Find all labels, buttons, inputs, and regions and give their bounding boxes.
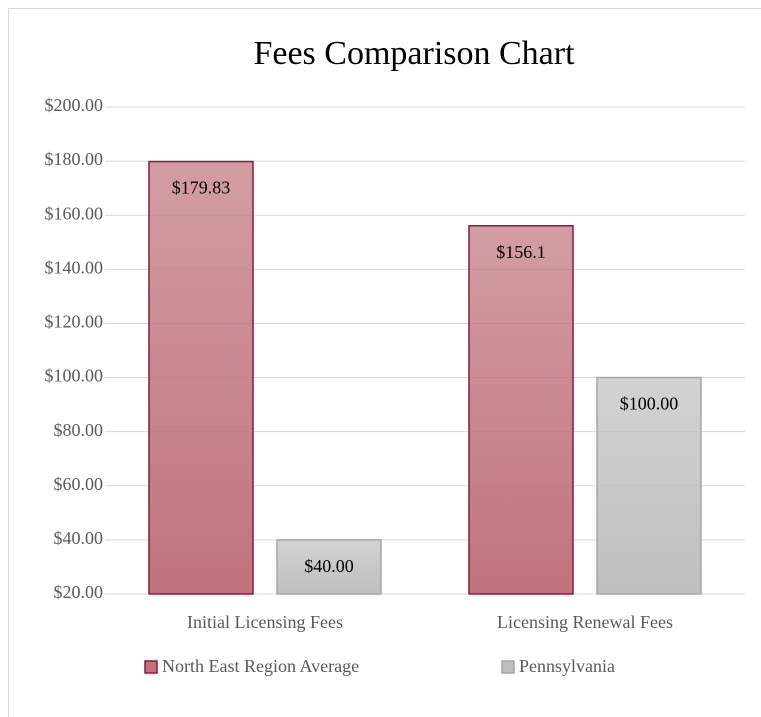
x-tick-label: Licensing Renewal Fees [497, 612, 673, 632]
legend-label: Pennsylvania [519, 656, 615, 676]
bar [596, 376, 702, 595]
bar [276, 539, 382, 595]
y-tick-label: $40.00 [54, 528, 104, 548]
data-label: $179.83 [172, 178, 231, 198]
y-tick-label: $20.00 [54, 582, 104, 602]
y-tick-label: $120.00 [45, 312, 104, 332]
y-tick-label: $80.00 [54, 420, 104, 440]
data-label: $156.1 [496, 242, 546, 262]
bar [468, 225, 574, 595]
legend-swatch [144, 660, 158, 674]
bar [148, 160, 254, 595]
chart-frame [8, 8, 761, 717]
y-tick-label: $140.00 [45, 257, 104, 277]
x-tick-label: Initial Licensing Fees [187, 612, 343, 632]
chart-title: Fees Comparison Chart [253, 35, 575, 72]
data-label: $40.00 [304, 556, 354, 576]
y-tick-label: $200.00 [45, 95, 104, 115]
y-tick-label: $100.00 [45, 366, 104, 386]
data-label: $100.00 [620, 394, 679, 414]
legend-swatch [501, 660, 515, 674]
y-tick-label: $160.00 [45, 203, 104, 223]
y-tick-label: $60.00 [54, 474, 104, 494]
y-tick-label: $180.00 [45, 149, 104, 169]
legend-label: North East Region Average [162, 656, 359, 676]
